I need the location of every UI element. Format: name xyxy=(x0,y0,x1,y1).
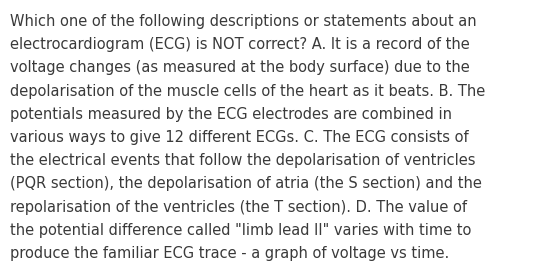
Text: the potential difference called "limb lead II" varies with time to: the potential difference called "limb le… xyxy=(10,223,472,238)
Text: (PQR section), the depolarisation of atria (the S section) and the: (PQR section), the depolarisation of atr… xyxy=(10,177,482,191)
Text: Which one of the following descriptions or statements about an: Which one of the following descriptions … xyxy=(10,14,477,29)
Text: repolarisation of the ventricles (the T section). D. The value of: repolarisation of the ventricles (the T … xyxy=(10,200,467,215)
Text: electrocardiogram (ECG) is NOT correct? A. It is a record of the: electrocardiogram (ECG) is NOT correct? … xyxy=(10,37,470,52)
Text: potentials measured by the ECG electrodes are combined in: potentials measured by the ECG electrode… xyxy=(10,107,452,122)
Text: produce the familiar ECG trace - a graph of voltage vs time.: produce the familiar ECG trace - a graph… xyxy=(10,246,449,261)
Text: various ways to give 12 different ECGs. C. The ECG consists of: various ways to give 12 different ECGs. … xyxy=(10,130,469,145)
Text: voltage changes (as measured at the body surface) due to the: voltage changes (as measured at the body… xyxy=(10,60,470,75)
Text: depolarisation of the muscle cells of the heart as it beats. B. The: depolarisation of the muscle cells of th… xyxy=(10,84,485,98)
Text: the electrical events that follow the depolarisation of ventricles: the electrical events that follow the de… xyxy=(10,153,475,168)
